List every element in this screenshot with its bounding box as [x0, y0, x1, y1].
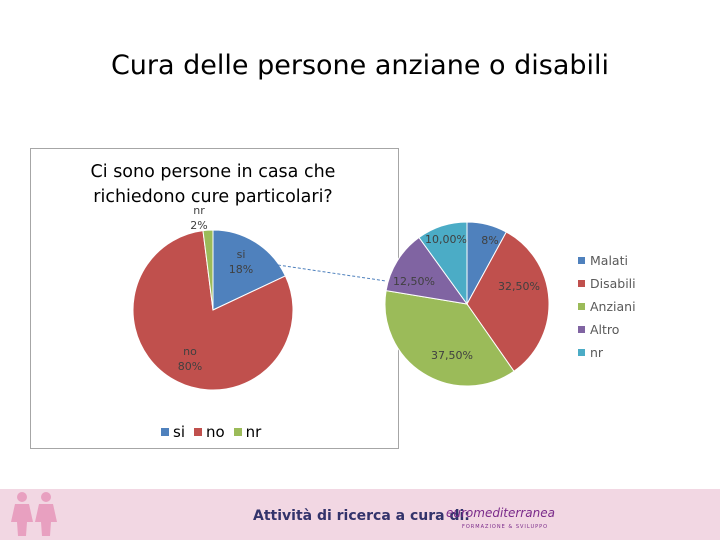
- legend-swatch-no: [193, 428, 202, 436]
- legend-label-si: si: [173, 423, 185, 441]
- legend-item-si: si: [161, 423, 185, 441]
- people-icon: [11, 492, 57, 536]
- pie-left-label-nr-0: nr: [193, 204, 205, 217]
- footer-text: Attività di ricerca a cura di:: [253, 508, 470, 524]
- legend-swatch-nr: [233, 428, 242, 436]
- legend-item-anziani: Anziani: [578, 295, 636, 318]
- legend-left: si no nr: [161, 423, 270, 441]
- legend-swatch-si: [161, 428, 169, 436]
- pie-right-label-malati: 8%: [481, 234, 498, 247]
- legend-label-malati: Malati: [590, 253, 628, 268]
- pie-right-label-nr: 10,00%: [425, 233, 467, 246]
- legend-right: Malati Disabili Anziani Altro nr: [578, 249, 636, 364]
- pie-right-slice-altro: [385, 236, 469, 305]
- legend-swatch-anziani: [578, 303, 585, 310]
- pie-left-label-no-1: 80%: [178, 360, 202, 373]
- legend-swatch-malati: [578, 257, 585, 264]
- pie-left-label-si-1: 18%: [229, 263, 253, 276]
- legend-item-nr-right: nr: [578, 341, 636, 364]
- chart-title: Ci sono persone in casa che richiedono c…: [0, 160, 426, 210]
- connector-line: [277, 264, 387, 282]
- pie-right-label-anziani: 37,50%: [431, 349, 473, 362]
- legend-item-malati: Malati: [578, 249, 636, 272]
- pie-right-slice-nr: [418, 221, 468, 306]
- legend-label-nr: nr: [245, 423, 262, 441]
- pie-left-label-no-0: no: [183, 345, 197, 358]
- pie-left-slice-nr: [202, 229, 214, 311]
- pie-left-slice-si: [212, 229, 287, 311]
- pie-left-label-nr-1: 2%: [190, 219, 207, 232]
- legend-swatch-nr-right: [578, 349, 585, 356]
- chart-title-line-1: Ci sono persone in casa che: [90, 162, 336, 182]
- footer-logo-subtext: FORMAZIONE & SVILUPPO: [462, 524, 549, 530]
- legend-label-nr-right: nr: [590, 345, 604, 360]
- legend-swatch-altro: [578, 326, 585, 333]
- legend-item-altro: Altro: [578, 318, 636, 341]
- legend-item-no: no: [193, 423, 225, 441]
- legend-label-anziani: Anziani: [590, 299, 636, 314]
- pie-right-slice-anziani: [384, 290, 515, 387]
- footer-logo: euromediterranea: [446, 506, 555, 520]
- pie-right-label-altro: 12,50%: [393, 275, 435, 288]
- legend-label-altro: Altro: [590, 322, 620, 337]
- pie-right-slice-disabili: [466, 231, 550, 372]
- slide-title: Cura delle persone anziane o disabili: [110, 50, 610, 81]
- chart-title-line-2: richiedono cure particolari?: [93, 187, 333, 207]
- footer-bar: [0, 489, 720, 540]
- pie-right-label-disabili: 32,50%: [498, 280, 540, 293]
- legend-item-nr: nr: [233, 423, 262, 441]
- pie-left-label-si-0: si: [237, 248, 246, 261]
- legend-swatch-disabili: [578, 280, 585, 287]
- legend-label-no: no: [205, 423, 225, 441]
- legend-item-disabili: Disabili: [578, 272, 636, 295]
- pie-left-slice-no: [132, 230, 294, 391]
- legend-label-disabili: Disabili: [590, 276, 636, 291]
